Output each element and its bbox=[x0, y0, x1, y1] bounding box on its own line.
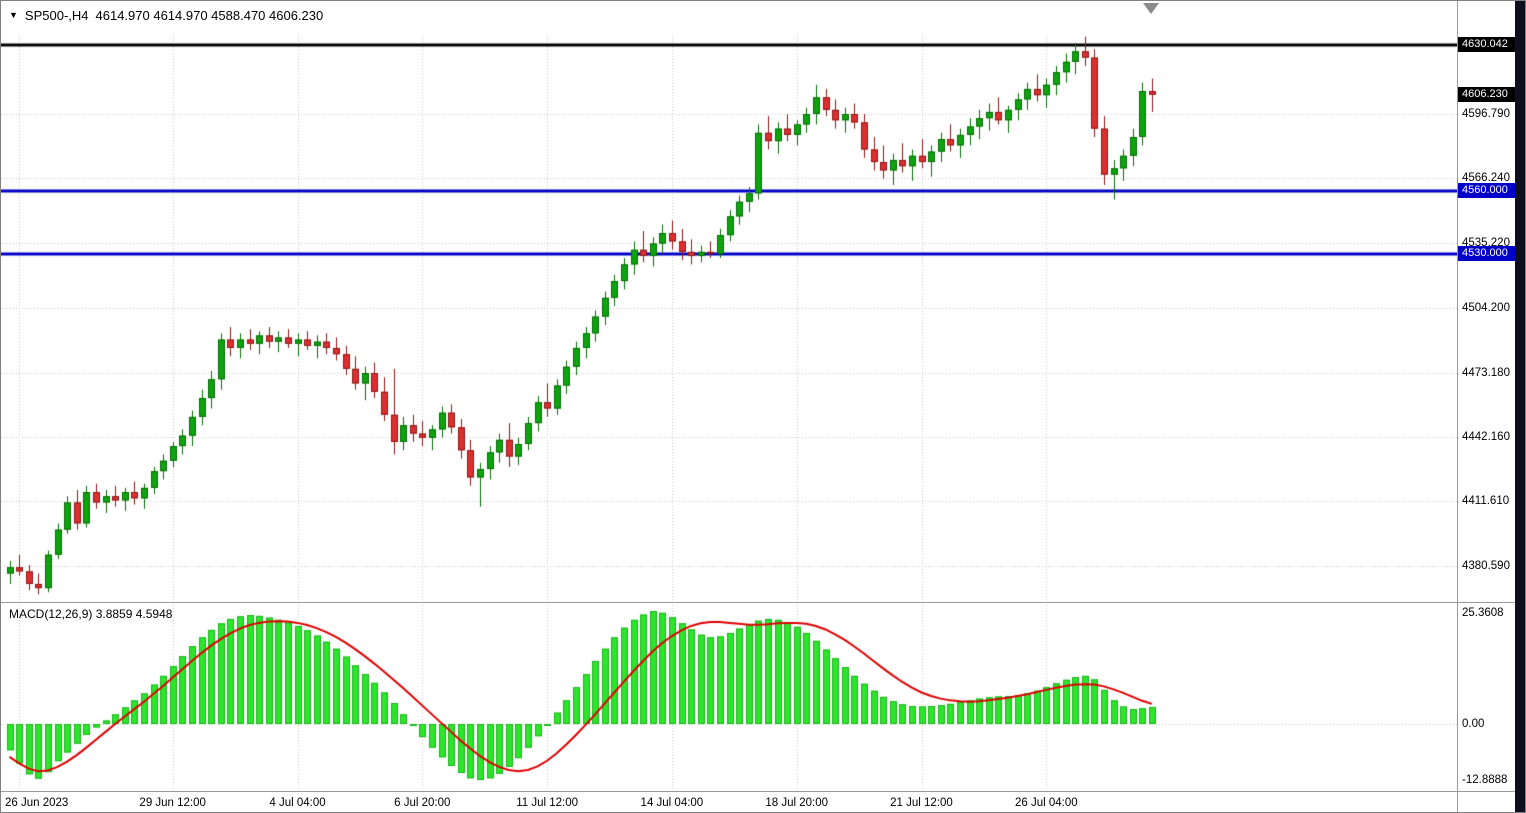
price-axis-label: 4473.180 bbox=[1462, 367, 1510, 379]
price-axis-label: 4442.160 bbox=[1462, 431, 1510, 443]
time-axis-label: 18 Jul 20:00 bbox=[765, 797, 829, 809]
price-axis-label: 4380.590 bbox=[1462, 560, 1510, 572]
ohlc-values: 4614.970 4614.970 4588.470 4606.230 bbox=[95, 8, 324, 23]
time-axis-label: 26 Jul 04:00 bbox=[1014, 797, 1078, 809]
price-badge: 4606.230 bbox=[1458, 87, 1517, 102]
macd-indicator-label: MACD(12,26,9) 3.8859 4.5948 bbox=[9, 607, 173, 621]
macd-axis-label: -12.8888 bbox=[1462, 774, 1508, 786]
symbol-timeframe-label: SP500-,H4 bbox=[24, 8, 89, 23]
price-badge: 4530.000 bbox=[1458, 246, 1517, 261]
time-axis-label: 14 Jul 04:00 bbox=[640, 797, 704, 809]
time-axis-label: 29 Jun 12:00 bbox=[139, 797, 206, 809]
price-axis-label: 4596.790 bbox=[1462, 108, 1510, 120]
right-edge-scrollbar[interactable] bbox=[1515, 1, 1525, 812]
time-axis-label: 6 Jul 20:00 bbox=[394, 797, 451, 809]
macd-axis-label: 25.3608 bbox=[1462, 607, 1504, 619]
macd-axis-label: 0.00 bbox=[1462, 718, 1485, 730]
chart-header: ▼ SP500-,H4 4614.970 4614.970 4588.470 4… bbox=[9, 8, 323, 23]
symbol-dropdown-icon[interactable]: ▼ bbox=[9, 10, 18, 20]
price-chart-canvas[interactable] bbox=[1, 1, 1457, 791]
price-axis[interactable]: 4596.790 4566.240 4535.220 4504.200 4473.180… bbox=[1457, 1, 1517, 812]
price-axis-label: 4504.200 bbox=[1462, 302, 1510, 314]
time-axis-label: 26 Jun 2023 bbox=[5, 797, 69, 809]
price-axis-label: 4411.610 bbox=[1462, 495, 1510, 507]
time-axis-label: 11 Jul 12:00 bbox=[516, 797, 578, 809]
time-axis-label: 4 Jul 04:00 bbox=[269, 797, 326, 809]
chart-shift-marker-icon[interactable] bbox=[1143, 3, 1159, 14]
time-axis[interactable]: 26 Jun 2023 29 Jun 12:00 4 Jul 04:00 6 Jul … bbox=[1, 791, 1517, 812]
time-axis-label: 21 Jul 12:00 bbox=[890, 797, 953, 809]
price-badge: 4560.000 bbox=[1458, 183, 1517, 198]
price-axis-label: 4566.240 bbox=[1462, 172, 1510, 184]
price-badge: 4630.042 bbox=[1458, 37, 1517, 52]
macd-panel-separator bbox=[1, 602, 1517, 603]
